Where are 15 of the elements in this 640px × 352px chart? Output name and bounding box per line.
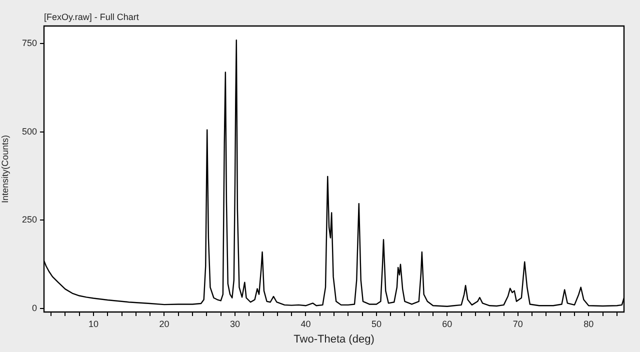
x-tick-label: 20 (159, 318, 170, 329)
y-tick-label: 0 (32, 302, 37, 313)
y-tick-label: 250 (22, 214, 37, 225)
x-tick-label: 10 (88, 318, 99, 329)
x-tick-label: 80 (584, 318, 594, 329)
y-axis-title: Intensity(Counts) (0, 134, 10, 204)
x-tick-label: 50 (371, 318, 382, 329)
x-tick-label: 40 (300, 318, 311, 329)
x-tick-label: 30 (230, 318, 240, 329)
x-axis-title: Two-Theta (deg) (294, 333, 374, 346)
y-tick-label: 750 (22, 38, 37, 48)
chart-title: [FexOy.raw] - Full Chart (44, 12, 139, 22)
x-tick-label: 70 (512, 318, 523, 329)
y-tick-label: 500 (22, 126, 37, 136)
x-tick-label: 60 (442, 318, 452, 329)
